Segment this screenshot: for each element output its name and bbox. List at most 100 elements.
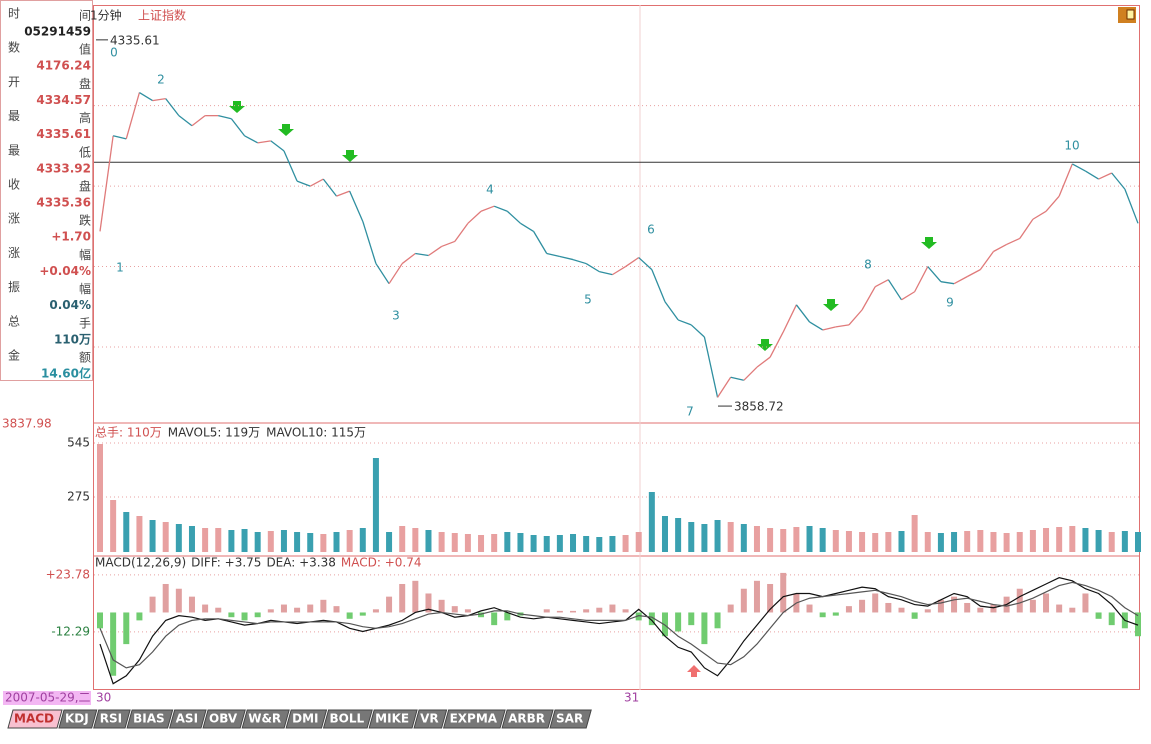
macd-bar [556,610,563,613]
tab-shape[interactable] [442,709,506,729]
tab[interactable]: DMI [285,709,328,729]
macd-bar [543,609,550,613]
volume-bar [386,532,393,552]
tab-shape[interactable] [413,709,448,729]
volume-bar [1016,532,1023,552]
price-segment [99,135,114,232]
tab-label[interactable]: RSI [100,712,122,726]
tab-label[interactable]: W&R [248,712,281,726]
wave-label: 0 [110,46,118,60]
price-segment [428,245,442,257]
price-segment [874,279,889,288]
info-label: 手 [79,316,91,330]
tab-label[interactable]: KDJ [65,712,89,726]
macd-bar [990,604,997,613]
volume-bar [1003,533,1010,552]
volume-bar [1082,528,1089,552]
volume-bar [175,524,182,552]
price-segment [1006,237,1021,246]
info-value: 110万 [54,332,91,346]
price-segment [533,231,548,254]
macd-bar [280,604,287,613]
tab[interactable]: KDJ [58,709,98,729]
tab-shape[interactable] [285,709,328,729]
price-segment [940,281,955,285]
price-segment [1045,195,1060,212]
price-segment [927,266,942,283]
tab[interactable]: MIKE [368,709,418,729]
tab-shape[interactable] [202,709,246,729]
tab-label[interactable]: DMI [292,712,318,726]
tab-label[interactable]: ASI [176,712,198,726]
up-arrow [687,665,701,677]
price-segment [1032,210,1047,220]
period: 1分钟 [90,8,122,23]
macd-bar [596,607,603,613]
down-arrow [921,237,937,249]
tab-label[interactable]: MACD [14,712,54,726]
tab-label[interactable]: MIKE [375,712,409,726]
macd-bar [464,609,471,613]
macd-bar [136,612,143,621]
tab-label[interactable]: OBV [209,712,238,726]
volume-bar [924,532,931,552]
price-segment [139,91,153,102]
price-segment [520,222,534,232]
tab[interactable]: BOLL [322,709,373,729]
tab[interactable]: BIAS [126,709,174,729]
macd-bar [438,599,445,613]
info-value: 05291459 [24,25,91,39]
macd-bar [898,607,905,613]
tab[interactable]: W&R [241,709,290,729]
price-segment [690,324,705,338]
tab[interactable]: OBV [202,709,246,729]
volume-bar [661,516,668,552]
tab-label[interactable]: BIAS [133,712,165,726]
tab-shape[interactable] [126,709,174,729]
tab-label[interactable]: EXPMA [450,712,498,726]
tab-shape[interactable] [549,709,592,729]
tab-label[interactable]: VR [420,712,439,726]
tab[interactable]: MACD [7,709,63,729]
info-value: 4335.36 [36,196,91,210]
macd-legend: DIFF: +3.75 [191,556,261,570]
tab-shape[interactable] [168,709,207,729]
info-value: 4176.24 [36,59,91,73]
tab[interactable]: SAR [549,709,592,729]
tab-shape[interactable] [501,709,554,729]
tab[interactable]: VR [413,709,448,729]
price-segment [112,135,127,140]
info-label: 时 [8,7,20,21]
tab-shape[interactable] [93,709,131,729]
volume-bar [451,533,458,552]
tab-shape[interactable] [58,709,98,729]
tab-shape[interactable] [241,709,290,729]
volume-bar [1029,530,1036,552]
macd-bar [267,609,274,613]
macd-bar [937,599,944,613]
tab[interactable]: ARBR [501,709,554,729]
tab-shape[interactable] [7,709,63,729]
tab[interactable]: EXPMA [442,709,506,729]
tab-label[interactable]: ARBR [508,712,545,726]
volume-bar [793,527,800,552]
macd-bar [859,599,866,613]
tab[interactable]: RSI [93,709,131,729]
chart-frame [93,5,1140,690]
volume-bar [648,492,655,552]
info-value: 4333.92 [36,161,91,175]
info-label: 总 [8,314,20,328]
tab[interactable]: ASI [168,709,207,729]
price-segment [979,251,994,271]
volume-bar [1056,527,1063,552]
info-label: 涨 [8,211,20,226]
price-segment [677,319,692,326]
price-segment [191,115,206,127]
tab-shape[interactable] [368,709,418,729]
tab-label[interactable]: BOLL [330,712,365,726]
info-label: 盘 [79,179,91,194]
macd-bar [451,606,458,613]
tab-shape[interactable] [322,709,373,729]
tab-label[interactable]: SAR [556,712,583,726]
price-segment [467,210,482,224]
